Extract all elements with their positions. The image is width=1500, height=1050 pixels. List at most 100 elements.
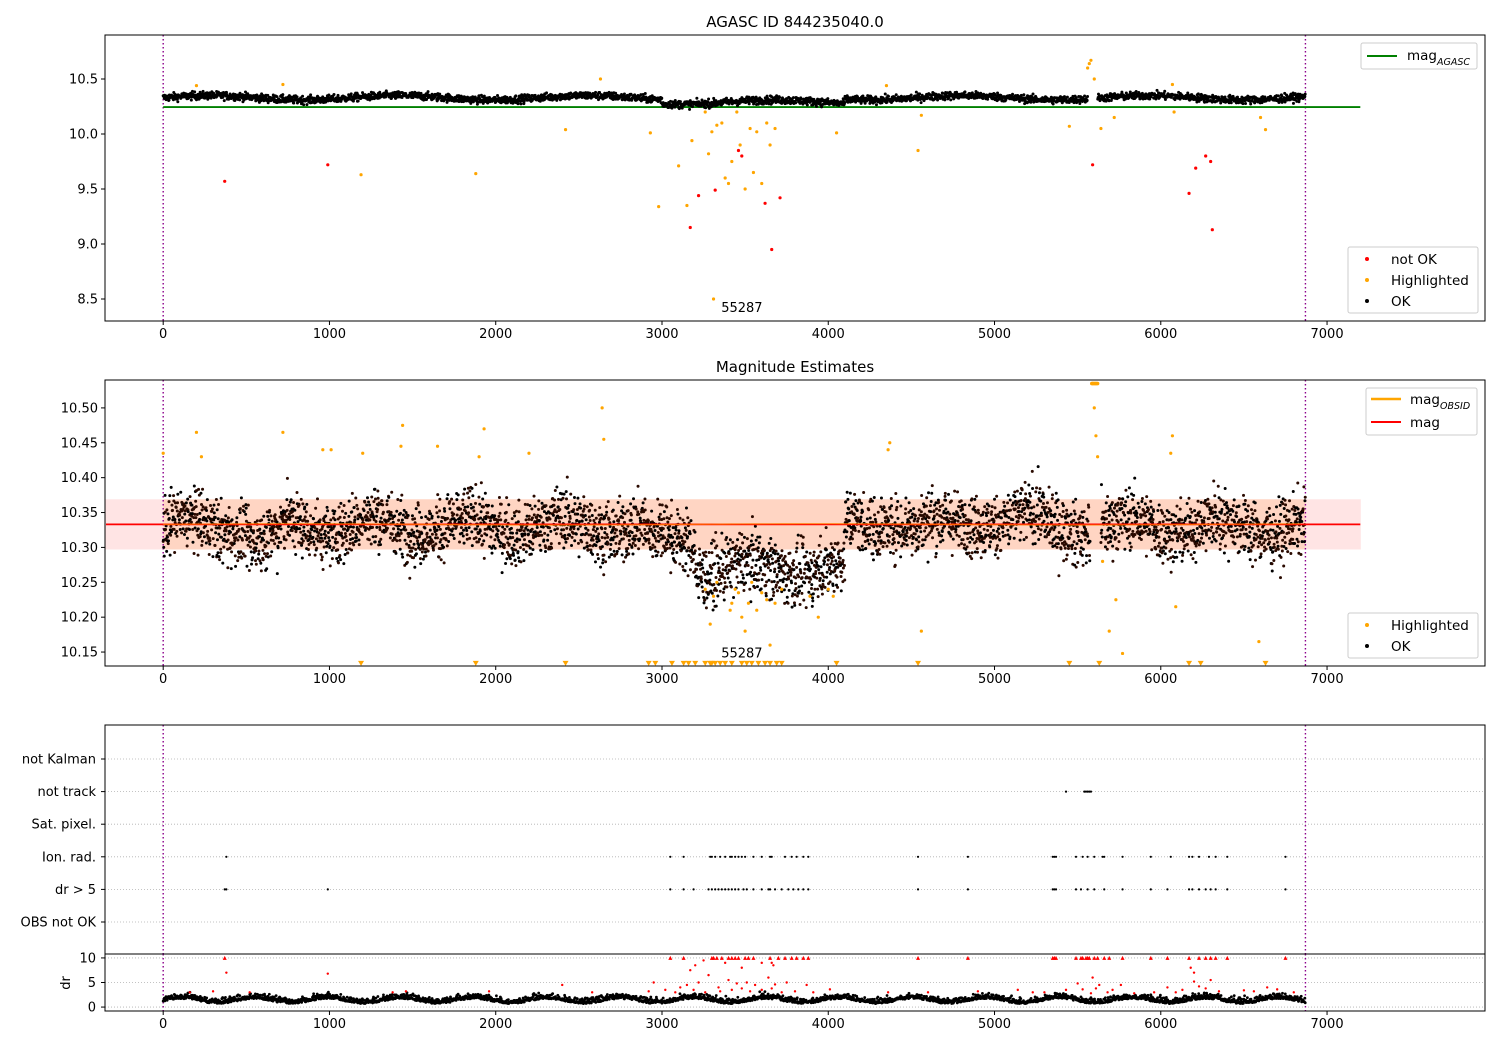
ok-point bbox=[208, 539, 212, 543]
ok-point bbox=[426, 90, 430, 94]
highlighted-point bbox=[657, 205, 661, 209]
ok-point bbox=[171, 508, 175, 512]
ok-point bbox=[272, 525, 276, 529]
ok-point bbox=[614, 528, 618, 532]
ok-point bbox=[164, 528, 168, 532]
ok-point bbox=[345, 539, 349, 543]
ok-point bbox=[353, 518, 357, 522]
ok-point bbox=[193, 90, 197, 94]
ok-point bbox=[826, 97, 830, 101]
ok-point bbox=[597, 539, 601, 543]
ok-point bbox=[599, 565, 603, 569]
ok-point bbox=[397, 518, 401, 522]
ok-point bbox=[618, 494, 622, 498]
ok-point bbox=[436, 515, 440, 519]
ok-point bbox=[219, 535, 223, 539]
ok-point bbox=[634, 507, 638, 511]
ok-point bbox=[467, 511, 471, 515]
ok-point bbox=[368, 503, 372, 507]
ok-point bbox=[410, 514, 414, 518]
ok-point bbox=[308, 553, 312, 557]
ok-point bbox=[194, 505, 198, 509]
ok-point bbox=[270, 519, 274, 523]
ok-point bbox=[592, 525, 596, 529]
ok-point bbox=[391, 520, 395, 524]
ok-point bbox=[439, 538, 443, 542]
ok-point bbox=[194, 499, 198, 503]
ok-point bbox=[593, 560, 597, 564]
ok-point bbox=[217, 532, 221, 536]
ok-point bbox=[243, 554, 247, 558]
ok-point bbox=[226, 538, 230, 542]
highlighted-point bbox=[916, 148, 920, 153]
ok-point bbox=[601, 561, 605, 565]
ok-point bbox=[395, 539, 399, 543]
highlighted-point bbox=[760, 181, 764, 186]
ok-point bbox=[248, 545, 252, 549]
ok-point bbox=[162, 545, 166, 549]
ok-point bbox=[219, 547, 223, 551]
highlighted-point bbox=[1067, 124, 1071, 128]
ok-point bbox=[433, 526, 437, 530]
ok-point bbox=[557, 497, 561, 501]
ok-point bbox=[524, 518, 528, 522]
ok-point bbox=[239, 496, 243, 500]
ok-point bbox=[324, 534, 328, 538]
ok-point bbox=[212, 511, 216, 515]
ok-point bbox=[448, 507, 452, 511]
agasc-panel: AGASC ID 844235040.0 55287 magAGASC not … bbox=[69, 13, 1486, 342]
ok-point bbox=[244, 512, 248, 516]
ok-point bbox=[538, 543, 542, 547]
ok-point bbox=[464, 520, 468, 524]
ok-point bbox=[294, 553, 298, 557]
ok-point bbox=[388, 536, 392, 540]
ok-point bbox=[165, 508, 169, 512]
ok-point bbox=[195, 513, 199, 517]
ok-point bbox=[629, 518, 633, 522]
ok-point bbox=[537, 499, 541, 503]
ok-point bbox=[936, 98, 940, 102]
ok-point bbox=[550, 546, 554, 550]
ok-point bbox=[635, 526, 639, 530]
legend-highlighted-marker bbox=[1365, 278, 1369, 282]
ok-point bbox=[562, 546, 566, 550]
ok-point bbox=[176, 501, 180, 505]
ok-point bbox=[421, 557, 425, 561]
ok-point bbox=[197, 487, 201, 491]
ok-point bbox=[503, 527, 507, 531]
ok-point bbox=[192, 484, 196, 488]
legend-ok-label: OK bbox=[1391, 294, 1412, 310]
not-ok-point bbox=[1187, 191, 1191, 195]
ok-point bbox=[276, 546, 280, 550]
ok-point bbox=[319, 536, 323, 540]
ok-point bbox=[462, 528, 466, 532]
magnitude-panel-title: Magnitude Estimates bbox=[716, 358, 874, 376]
ok-point bbox=[183, 504, 187, 508]
ok-point bbox=[355, 503, 359, 507]
ok-point bbox=[390, 532, 394, 536]
ok-point bbox=[412, 542, 416, 546]
ok-point bbox=[273, 513, 277, 517]
ok-point bbox=[431, 540, 435, 544]
ok-point bbox=[215, 538, 219, 542]
ok-point bbox=[238, 507, 242, 511]
ok-point bbox=[322, 545, 326, 549]
agasc-xtick-label: 0 bbox=[159, 327, 167, 342]
ok-point bbox=[529, 552, 533, 556]
ok-point bbox=[791, 96, 795, 100]
ok-point bbox=[420, 531, 424, 535]
ok-point bbox=[483, 491, 487, 495]
ok-point bbox=[540, 533, 544, 537]
ok-point bbox=[495, 533, 499, 537]
ok-point bbox=[284, 538, 288, 542]
ok-point bbox=[286, 525, 290, 529]
ok-point bbox=[474, 501, 478, 505]
ok-point bbox=[354, 539, 358, 543]
ok-point bbox=[544, 546, 548, 550]
highlighted-point bbox=[1099, 126, 1103, 131]
ok-point bbox=[1244, 101, 1248, 105]
ok-point bbox=[200, 508, 204, 512]
ok-point bbox=[196, 527, 200, 531]
agasc-line-legend-label-sub: AGASC bbox=[1436, 57, 1470, 68]
